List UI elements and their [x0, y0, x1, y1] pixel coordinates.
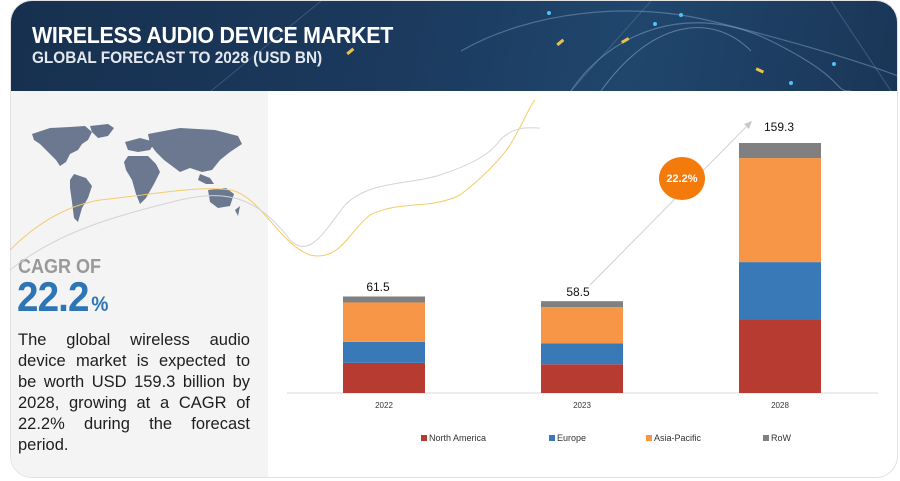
- total-label: 58.5: [566, 285, 590, 299]
- legend-swatch: [549, 435, 555, 441]
- x-tick-label: 2022: [375, 401, 393, 410]
- cagr-label: CAGR OF: [18, 256, 101, 278]
- legend-item-north-america: North America: [421, 433, 486, 443]
- header-banner: WIRELESS AUDIO DEVICE MARKET GLOBAL FORE…: [11, 1, 897, 91]
- bar-segment-europe-2023: [541, 343, 623, 365]
- world-map-icon: [32, 124, 242, 222]
- page-subtitle: GLOBAL FORECAST TO 2028 (USD BN): [32, 49, 323, 67]
- decorative-curve-gray: [9, 127, 541, 271]
- cagr-number: 22.2: [17, 273, 89, 320]
- legend-label: Asia-Pacific: [654, 433, 702, 443]
- market-description: The global wireless audio device market …: [18, 331, 250, 454]
- total-label: 61.5: [366, 280, 390, 294]
- bar-segment-row-2023: [541, 301, 623, 308]
- cagr-bubble: 22.2%: [659, 157, 705, 200]
- cagr-value: 22.2%: [17, 273, 108, 321]
- total-label: 159.3: [764, 120, 794, 134]
- bar-segment-row-2028: [739, 143, 821, 159]
- legend-swatch: [421, 435, 427, 441]
- fiber-optic-decoration: [210, 1, 897, 91]
- legend-item-row: RoW: [763, 433, 791, 443]
- x-tick-label: 2028: [771, 401, 789, 410]
- bar-segment-asia-pacific-2028: [739, 158, 821, 263]
- bar-segment-north-america-2028: [739, 319, 821, 393]
- bar-segment-asia-pacific-2023: [541, 307, 623, 344]
- bar-segment-north-america-2022: [343, 362, 425, 393]
- legend-item-europe: Europe: [549, 433, 586, 443]
- bar-segment-north-america-2023: [541, 364, 623, 393]
- legend-label: RoW: [771, 433, 791, 443]
- legend-label: Europe: [557, 433, 587, 443]
- x-tick-label: 2023: [573, 401, 591, 410]
- legend-swatch: [646, 435, 652, 441]
- bar-segment-row-2022: [343, 296, 425, 303]
- bar-segment-europe-2028: [739, 262, 821, 320]
- growth-arrow-line: [589, 122, 751, 286]
- growth-arrow-head-icon: [744, 121, 752, 129]
- bar-segment-asia-pacific-2022: [343, 302, 425, 342]
- bar-segment-europe-2022: [343, 341, 425, 363]
- cagr-percent-sign: %: [91, 293, 108, 316]
- legend-item-asia-pacific: Asia-Pacific: [646, 433, 701, 443]
- page-title: WIRELESS AUDIO DEVICE MARKET: [32, 22, 393, 48]
- decorative-curve-yellow: [9, 99, 536, 257]
- legend-swatch: [763, 435, 769, 441]
- legend-label: North America: [429, 433, 487, 443]
